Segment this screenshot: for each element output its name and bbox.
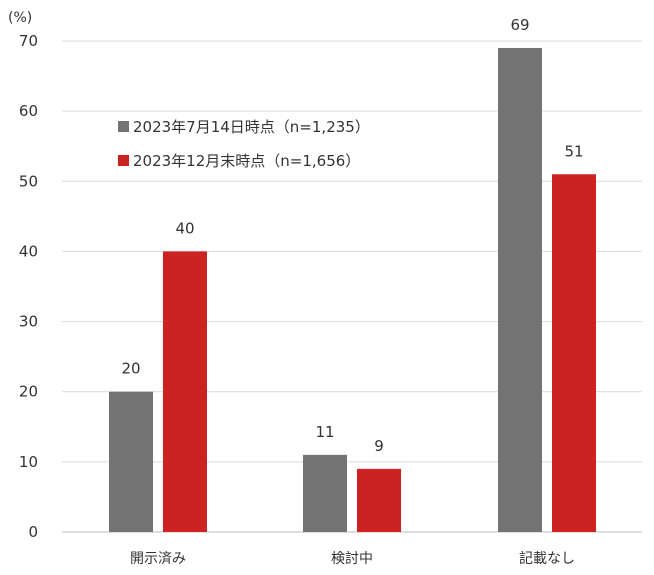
legend: 2023年7月14日時点（n=1,235） 2023年12月末時点（n=1,656… (118, 118, 370, 170)
y-tick-label: 0 (28, 523, 38, 541)
y-tick-label: 30 (19, 313, 38, 331)
y-unit-label: (%) (8, 10, 32, 26)
data-label: 9 (374, 437, 384, 455)
legend-swatch (118, 155, 129, 166)
legend-label: 2023年12月末時点（n=1,656） (133, 152, 360, 170)
y-axis-ticks: 0 10 20 30 40 50 60 70 (19, 32, 38, 541)
bar (357, 468, 401, 532)
bar (303, 454, 347, 532)
y-tick-label: 40 (19, 242, 38, 260)
gridlines (62, 40, 642, 533)
y-tick-label: 70 (19, 32, 38, 50)
y-tick-label: 20 (19, 383, 38, 401)
data-label: 69 (510, 16, 529, 34)
y-tick-label: 60 (19, 102, 38, 120)
data-labels: 20 40 11 9 69 51 (121, 16, 583, 455)
legend-swatch (118, 121, 129, 132)
x-category-label: 検討中 (331, 551, 373, 567)
data-label: 51 (564, 142, 583, 160)
x-category-label: 開示済み (130, 551, 186, 567)
x-axis-categories: 開示済み 検討中 記載なし (130, 550, 575, 567)
data-label: 20 (121, 360, 140, 378)
y-tick-label: 10 (19, 453, 38, 471)
data-label: 11 (315, 423, 334, 441)
x-category-label: 記載なし (519, 550, 575, 567)
bar (498, 48, 542, 533)
legend-label: 2023年7月14日時点（n=1,235） (133, 118, 370, 136)
data-label: 40 (175, 219, 194, 237)
bar (163, 251, 207, 532)
y-tick-label: 50 (19, 172, 38, 190)
bar (552, 174, 596, 532)
bars (109, 48, 596, 533)
bar (109, 391, 153, 532)
